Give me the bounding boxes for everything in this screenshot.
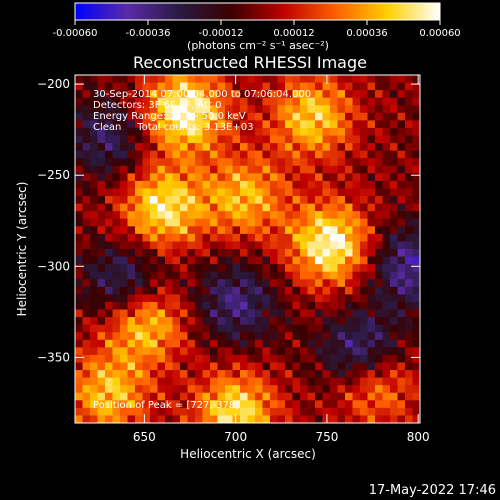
y-tick-label: −200: [37, 77, 70, 91]
y-tick-label: −250: [37, 168, 70, 182]
colorbar-tick-label: 0.00012: [273, 28, 314, 39]
annotation-peak-position: Position of Peak = [727,-378]: [93, 400, 239, 411]
chart-title: Reconstructed RHESSI Image: [133, 53, 367, 72]
heatmap-image: [75, 75, 420, 423]
annotation-detectors: Detectors: 3F 6F 9F, Att 0: [93, 100, 221, 111]
y-axis-label: Heliocentric Y (arcsec): [15, 182, 29, 317]
plot-frame: [74, 74, 421, 424]
colorbar-ticks: -0.00060 -0.00036 -0.00012 0.00012 0.00036 0.…: [53, 20, 461, 39]
annotation-energy-range: Energy Range: 25.0 - 50.0 keV: [93, 111, 246, 122]
x-tick-label: 650: [133, 430, 156, 444]
colorbar-tick-label: 0.00036: [346, 28, 387, 39]
colorbar-tick-label: 0.00060: [419, 28, 460, 39]
x-tick-label: 700: [224, 430, 247, 444]
colorbar: [74, 2, 441, 21]
y-axis-ticks: −200 −250 −300 −350: [37, 77, 420, 364]
x-tick-label: 750: [315, 430, 338, 444]
x-axis-ticks: 650 700 750 800: [133, 75, 430, 444]
x-tick-label: 800: [407, 430, 430, 444]
colorbar-tick-label: -0.00060: [53, 28, 98, 39]
y-tick-label: −300: [37, 259, 70, 273]
x-axis-label: Heliocentric X (arcsec): [180, 447, 316, 461]
info-annotations: 30-Sep-2014 07:00:04.000 to 07:06:04.000…: [93, 89, 311, 411]
annotation-clean-counts: Clean Total counts: 3.13E+03: [93, 122, 253, 133]
colorbar-unit-label: (photons cm⁻² s⁻¹ asec⁻²): [187, 39, 329, 52]
annotation-time-range: 30-Sep-2014 07:00:04.000 to 07:06:04.000: [93, 89, 311, 100]
footer-timestamp: 17-May-2022 17:46: [369, 483, 496, 498]
y-tick-label: −350: [37, 350, 70, 364]
colorbar-tick-label: -0.00012: [199, 28, 244, 39]
colorbar-tick-label: -0.00036: [126, 28, 171, 39]
